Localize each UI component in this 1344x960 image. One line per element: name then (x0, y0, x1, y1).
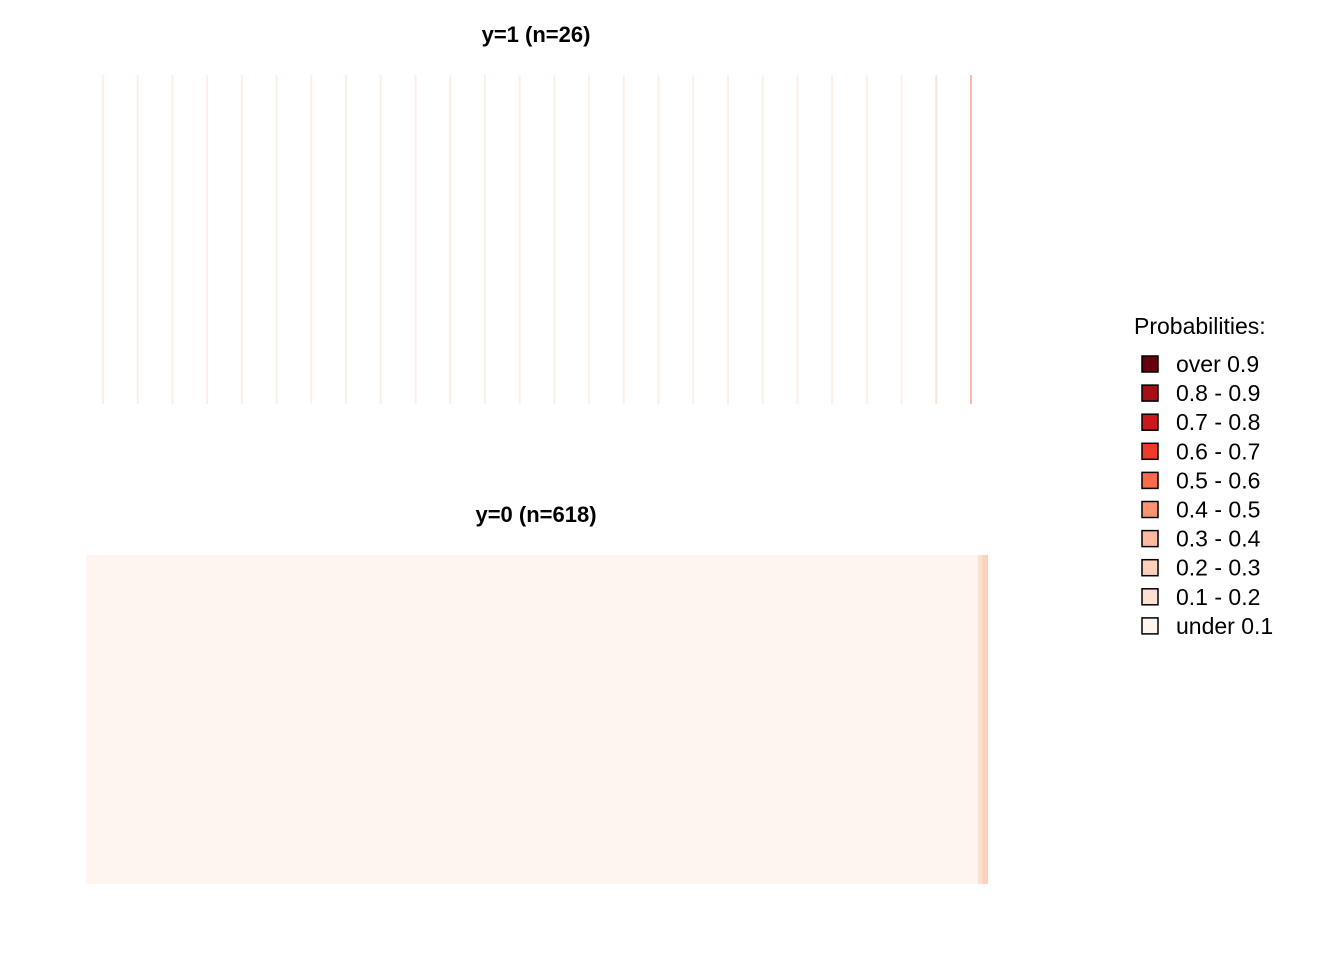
legend-label: 0.1 - 0.2 (1176, 584, 1260, 610)
heatmap-block (977, 555, 983, 884)
legend-label: 0.4 - 0.5 (1176, 497, 1260, 523)
legend-swatch (1141, 355, 1159, 373)
legend-item: 0.4 - 0.5 (1141, 497, 1260, 523)
legend-swatch (1141, 529, 1159, 548)
panel-title-y0: y=0 (n=618) (475, 502, 596, 527)
legend-item: over 0.9 (1141, 351, 1259, 377)
legend-swatch (1141, 413, 1159, 431)
panel-y1-heatmap (102, 75, 972, 404)
legend: Probabilities: over 0.9 0.8 - 0.9 0.7 - 0.… (1134, 313, 1273, 639)
legend-label: under 0.1 (1176, 613, 1273, 639)
legend-label: 0.8 - 0.9 (1176, 380, 1260, 406)
legend-item: 0.6 - 0.7 (1141, 438, 1260, 464)
legend-item: 0.5 - 0.6 (1141, 467, 1260, 493)
legend-label: 0.3 - 0.4 (1176, 526, 1261, 552)
legend-item: under 0.1 (1141, 613, 1273, 639)
heatmap-block (86, 555, 978, 884)
legend-label: 0.2 - 0.3 (1176, 555, 1260, 581)
legend-swatch (1141, 558, 1159, 577)
legend-label: 0.6 - 0.7 (1176, 438, 1260, 464)
legend-swatch (1141, 588, 1159, 606)
panel-y0-heatmap (86, 555, 988, 884)
legend-item: 0.8 - 0.9 (1141, 380, 1260, 406)
legend-item: 0.7 - 0.8 (1141, 409, 1260, 435)
legend-swatch (1141, 384, 1159, 402)
legend-item: 0.3 - 0.4 (1141, 526, 1261, 552)
legend-item: 0.1 - 0.2 (1141, 584, 1260, 610)
legend-swatch (1141, 442, 1159, 461)
legend-swatch (1141, 500, 1159, 519)
panel-title-y1: y=1 (n=26) (482, 22, 591, 47)
heatmap-block (982, 555, 988, 884)
legend-label: 0.5 - 0.6 (1176, 467, 1260, 493)
legend-swatch (1141, 617, 1159, 635)
legend-swatch (1141, 471, 1159, 490)
legend-label: over 0.9 (1176, 351, 1259, 377)
legend-item: 0.2 - 0.3 (1141, 555, 1260, 581)
legend-label: 0.7 - 0.8 (1176, 409, 1260, 435)
legend-title: Probabilities: (1134, 313, 1266, 339)
